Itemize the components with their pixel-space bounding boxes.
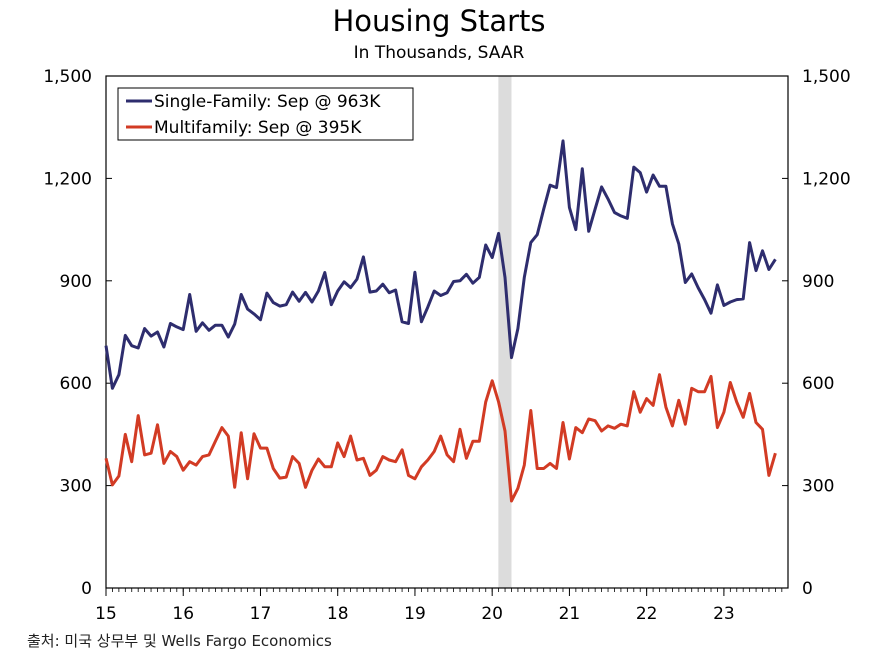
x-tick-label: 21 <box>559 604 581 624</box>
x-tick-label: 22 <box>636 604 658 624</box>
source-note: 출처: 미국 상무부 및 Wells Fargo Economics <box>27 632 332 650</box>
y-tick-label-right: 900 <box>802 272 834 292</box>
y-tick-label-right: 1,500 <box>802 67 851 87</box>
x-tick-label: 17 <box>250 604 272 624</box>
y-tick-label-right: 0 <box>802 579 813 599</box>
y-tick-label-left: 0 <box>81 579 92 599</box>
x-tick-label: 18 <box>327 604 349 624</box>
y-tick-label-right: 1,200 <box>802 169 851 189</box>
y-tick-label-left: 900 <box>60 272 92 292</box>
series-line-multifamily <box>104 373 777 503</box>
series-line-single-family <box>104 139 777 390</box>
legend-label-multifamily: Multifamily: Sep @ 395K <box>154 118 362 138</box>
x-tick-label: 23 <box>713 604 735 624</box>
y-tick-label-right: 600 <box>802 374 834 394</box>
chart-title: Housing Starts <box>332 4 546 38</box>
y-tick-label-left: 600 <box>60 374 92 394</box>
y-tick-label-left: 1,200 <box>43 169 92 189</box>
x-tick-label: 20 <box>481 604 503 624</box>
legend-box <box>117 87 414 141</box>
plot-frame <box>105 75 789 589</box>
y-tick-label-left: 1,500 <box>43 67 92 87</box>
y-tick-label-right: 300 <box>802 477 834 497</box>
x-tick-label: 16 <box>172 604 194 624</box>
x-tick-label: 19 <box>404 604 426 624</box>
chart-subtitle: In Thousands, SAAR <box>353 43 525 63</box>
x-tick-label: 15 <box>95 604 117 624</box>
y-tick-label-left: 300 <box>60 477 92 497</box>
legend-label-single-family: Single-Family: Sep @ 963K <box>154 92 381 112</box>
